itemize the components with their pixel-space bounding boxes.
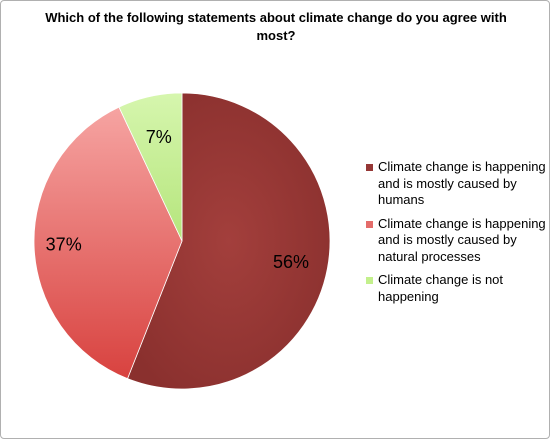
pie-slice (127, 92, 331, 390)
legend-item: Climate change is happening and is mostl… (366, 216, 546, 266)
slice-data-label: 7% (146, 127, 172, 147)
legend-swatch (366, 164, 373, 171)
chart-title: Which of the following statements about … (45, 10, 507, 43)
pie-slice (33, 106, 183, 380)
legend-item: Climate change is happening and is mostl… (366, 159, 546, 209)
legend-label: Climate change is happening and is mostl… (378, 215, 546, 264)
slice-data-label: 37% (46, 235, 82, 255)
pie-slice (118, 92, 183, 242)
legend-label: Climate change is not happening (378, 272, 504, 304)
legend: Climate change is happening and is mostl… (366, 159, 546, 312)
legend-label: Climate change is happening and is mostl… (378, 159, 546, 207)
legend-swatch (366, 277, 373, 284)
slice-data-label: 56% (273, 252, 309, 272)
legend-swatch (366, 220, 373, 228)
legend-item: Climate change is not happening (366, 272, 546, 305)
